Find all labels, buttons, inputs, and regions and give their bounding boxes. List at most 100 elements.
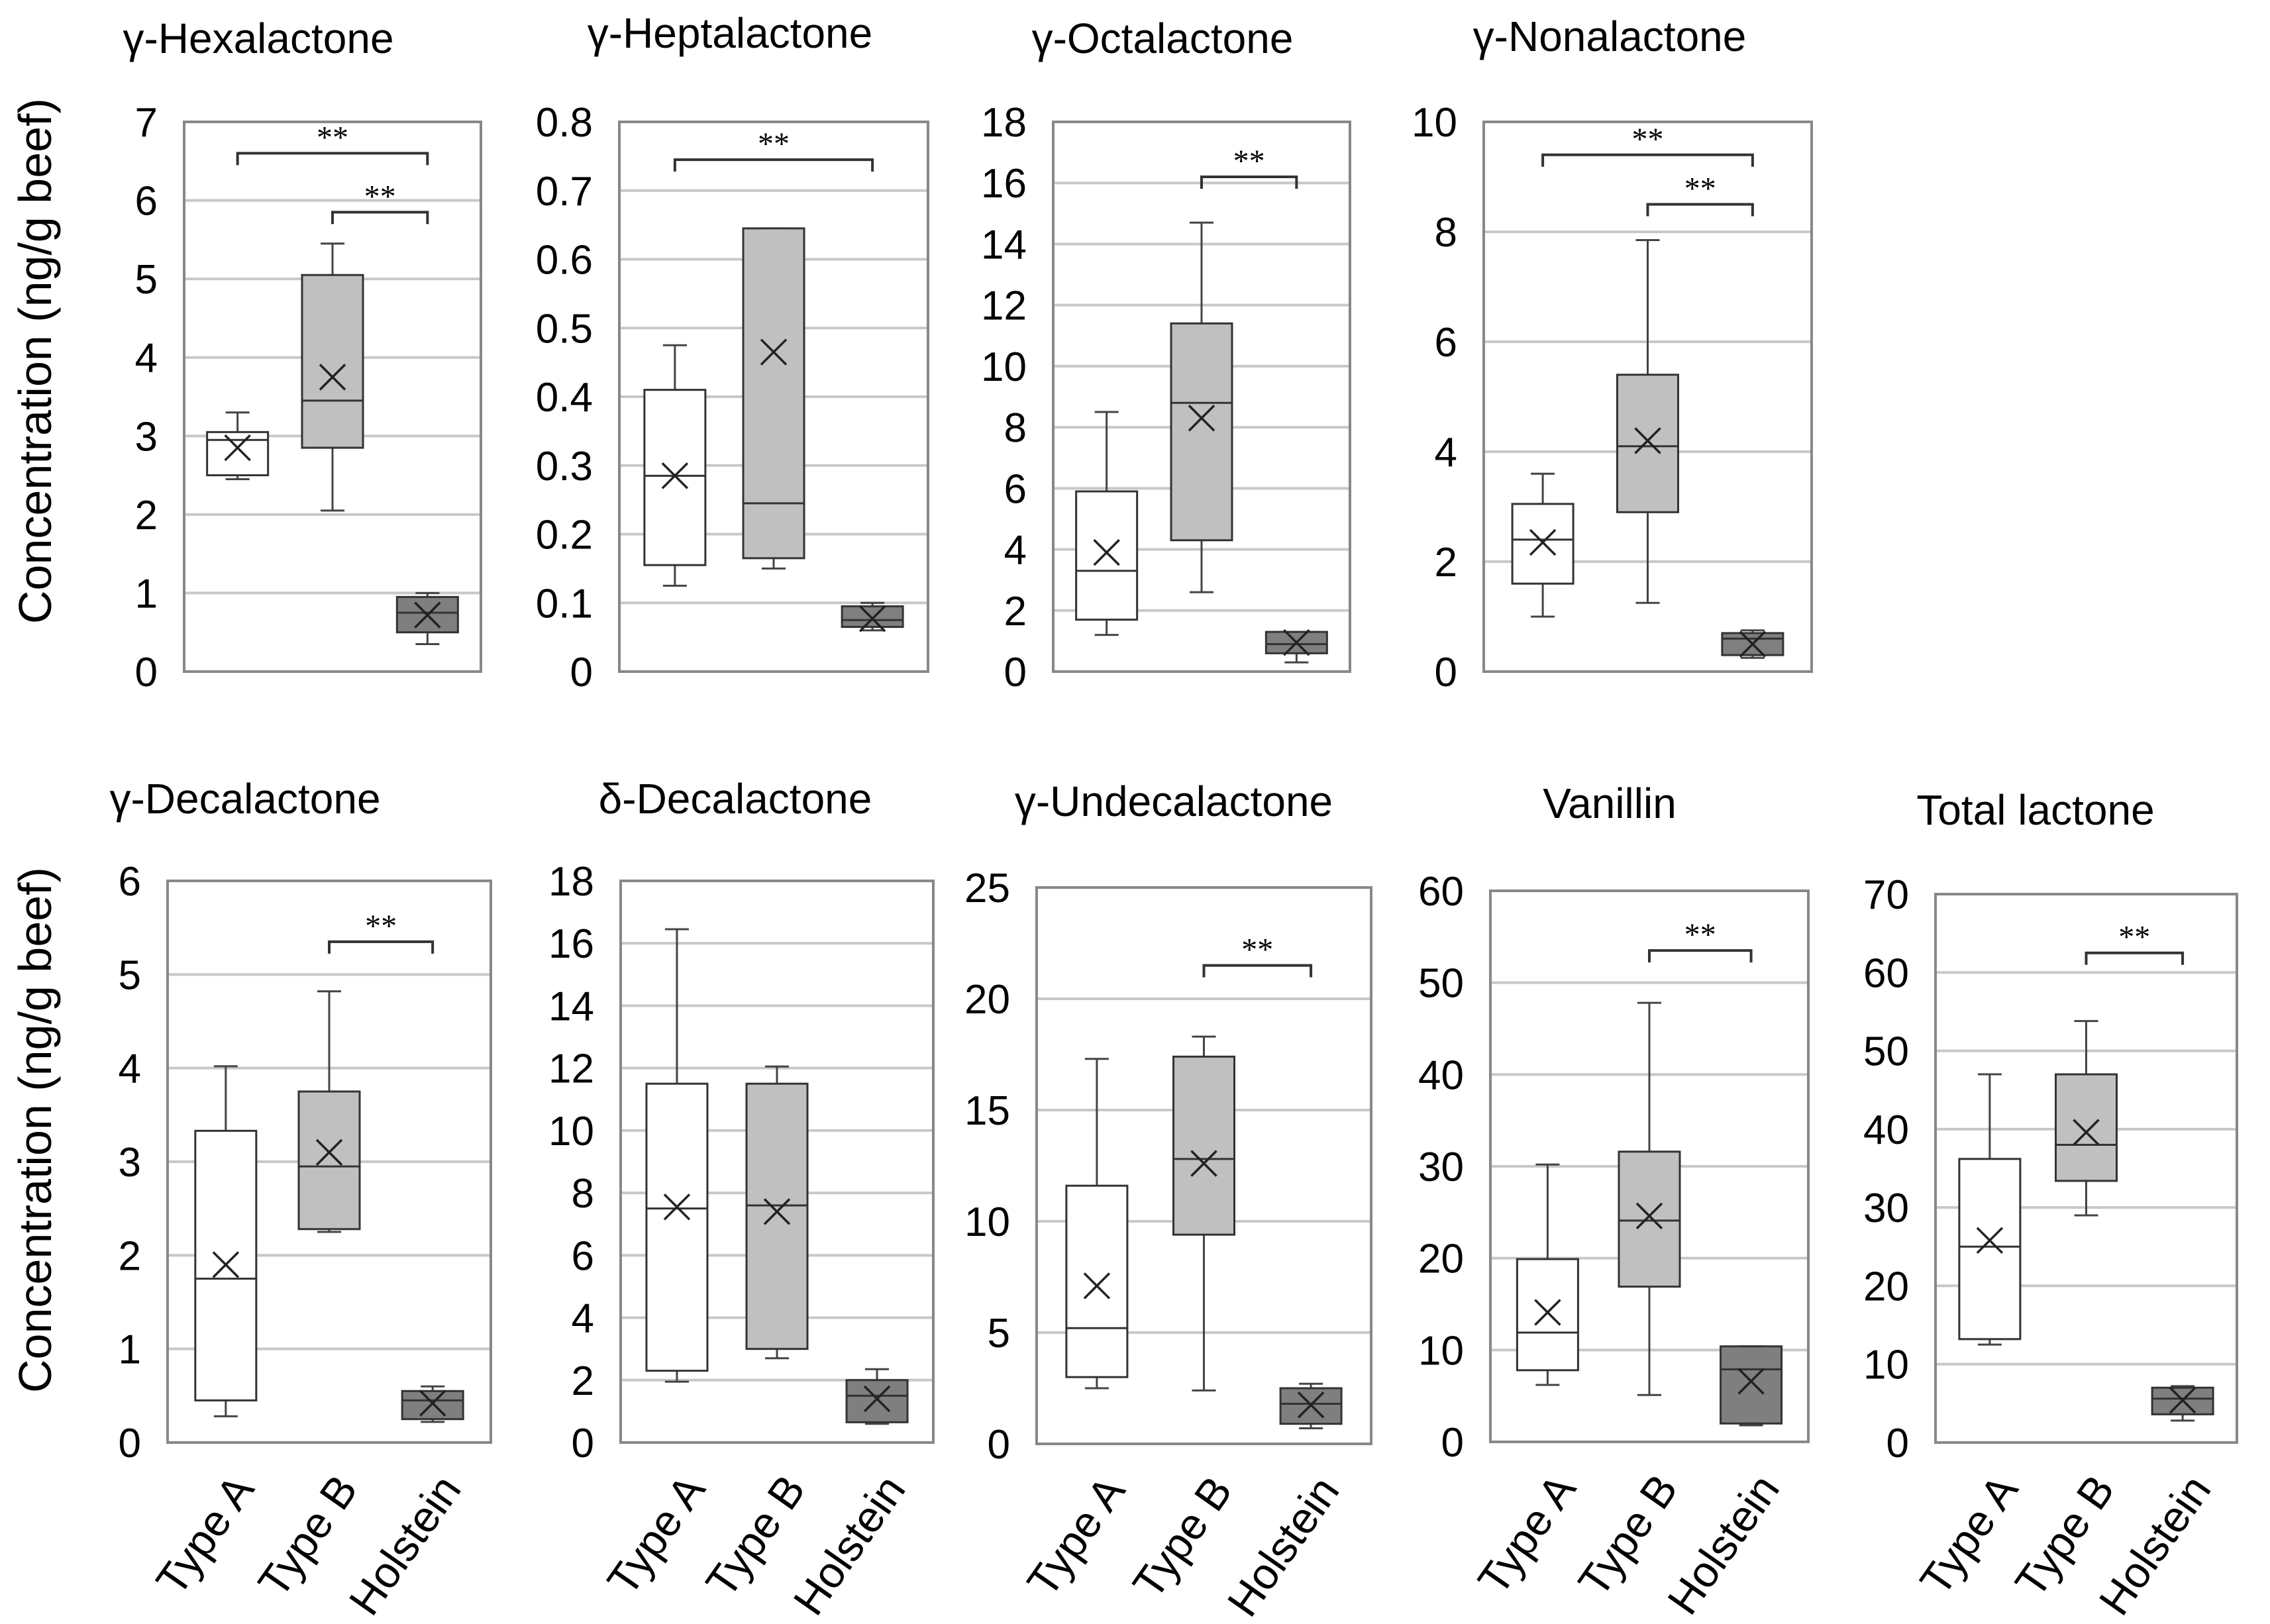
y-tick-label: 0.5: [536, 306, 593, 352]
box-type-b: [2055, 1073, 2118, 1182]
mean-marker: [760, 338, 788, 366]
x-tick-label: Type B: [1123, 1468, 1241, 1607]
box-type-b: [301, 274, 364, 449]
box-type-a: [1958, 1158, 2022, 1341]
y-tick-label: 0.2: [536, 513, 593, 558]
y-tick-label: 0: [1886, 1421, 1909, 1466]
plot-frame: [619, 880, 935, 1444]
significance-label: **: [758, 127, 790, 162]
chart-title: γ-Heptalactone: [588, 9, 872, 57]
mean-marker: [863, 1385, 891, 1413]
significance-label: **: [317, 120, 348, 155]
x-tick-label: Type A: [1910, 1466, 2027, 1604]
x-tick-label: Type A: [1468, 1466, 1584, 1603]
box-holstein: [401, 1390, 464, 1421]
y-tick-label: 4: [1004, 528, 1027, 574]
y-axis-label-bottom: Concentration (ng/g beef): [9, 867, 61, 1393]
chart-title: γ-Decalactone: [109, 775, 380, 823]
mean-marker: [319, 364, 346, 391]
y-tick-label: 10: [1412, 100, 1457, 146]
mean-marker: [1190, 1150, 1217, 1177]
y-tick-label: 2: [119, 1233, 141, 1279]
significance-bracket: [2085, 951, 2185, 965]
y-tick-label: 10: [1863, 1343, 1909, 1388]
y-tick-label: 0.4: [536, 375, 593, 421]
y-tick-label: 6: [1004, 466, 1027, 512]
significance-label: **: [1684, 917, 1716, 952]
y-tick-label: 25: [964, 866, 1010, 911]
y-tick-label: 15: [964, 1088, 1010, 1134]
mean-marker: [1739, 631, 1767, 658]
y-tick-label: 6: [119, 859, 141, 905]
significance-label: **: [365, 909, 397, 944]
plot-frame: [1489, 889, 1810, 1443]
y-tick-label: 6: [1435, 320, 1457, 366]
y-tick-label: 1: [135, 571, 158, 617]
mean-marker: [315, 1139, 343, 1166]
significance-bracket: [331, 211, 429, 225]
box-holstein: [841, 605, 904, 629]
y-tick-label: 0: [119, 1421, 141, 1466]
y-tick-label: 20: [1418, 1237, 1464, 1282]
plot-frame: [1482, 121, 1813, 673]
mean-marker: [1083, 1272, 1111, 1299]
y-tick-label: 2: [1004, 589, 1027, 634]
significance-bracket: [1648, 949, 1753, 963]
y-tick-label: 2: [572, 1358, 594, 1404]
mean-marker: [1737, 1368, 1765, 1395]
x-tick-label: Type A: [1017, 1468, 1134, 1605]
y-tick-label: 18: [981, 100, 1027, 146]
y-tick-label: 4: [135, 336, 158, 381]
mean-marker: [1529, 529, 1557, 556]
mean-marker: [1634, 427, 1661, 454]
mean-marker: [1635, 1202, 1663, 1230]
y-tick-label: 8: [1004, 405, 1027, 451]
y-tick-label: 0: [988, 1422, 1010, 1468]
significance-label: **: [364, 179, 396, 214]
y-tick-label: 30: [1863, 1186, 1909, 1231]
chart-title: γ-Hexalactone: [123, 15, 393, 62]
plot-frame: [166, 880, 492, 1444]
mean-marker: [1976, 1227, 2004, 1254]
y-tick-label: 0.8: [536, 100, 593, 146]
significance-bracket: [673, 158, 874, 172]
plot-frame: [183, 121, 482, 673]
significance-label: **: [2118, 920, 2150, 955]
y-tick-label: 2: [135, 493, 158, 538]
mean-marker: [763, 1198, 791, 1225]
y-tick-label: 70: [1863, 872, 1909, 918]
plot-frame: [1934, 893, 2238, 1444]
y-tick-label: 14: [548, 984, 594, 1029]
y-tick-label: 5: [119, 952, 141, 998]
box-type-b: [297, 1090, 361, 1231]
y-tick-label: 40: [1418, 1052, 1464, 1098]
chart-title: δ-Decalactone: [599, 775, 872, 823]
y-tick-label: 8: [572, 1171, 594, 1217]
box-type-a: [206, 431, 270, 477]
significance-bracket: [1200, 176, 1298, 189]
y-tick-label: 20: [1863, 1264, 1909, 1309]
y-tick-label: 18: [548, 859, 594, 905]
mean-marker: [1534, 1299, 1561, 1326]
y-tick-label: 0: [1441, 1420, 1464, 1466]
y-tick-label: 50: [1863, 1029, 1909, 1075]
box-type-a: [1065, 1184, 1129, 1378]
y-tick-label: 40: [1863, 1107, 1909, 1153]
significance-bracket: [1646, 203, 1754, 217]
y-tick-label: 6: [572, 1233, 594, 1279]
box-type-b: [745, 1082, 809, 1350]
mean-marker: [663, 1193, 691, 1221]
box-type-a: [1516, 1258, 1579, 1372]
y-tick-label: 60: [1418, 869, 1464, 915]
y-tick-label: 10: [981, 344, 1027, 390]
chart-title: Vanillin: [1543, 780, 1677, 827]
y-tick-label: 0: [572, 1421, 594, 1466]
y-tick-label: 14: [981, 222, 1027, 268]
y-tick-label: 0.7: [536, 169, 593, 215]
box-type-b: [742, 227, 805, 560]
y-tick-label: 12: [548, 1046, 594, 1092]
mean-marker: [419, 1390, 446, 1417]
y-tick-label: 0.3: [536, 444, 593, 489]
box-holstein: [845, 1379, 909, 1423]
